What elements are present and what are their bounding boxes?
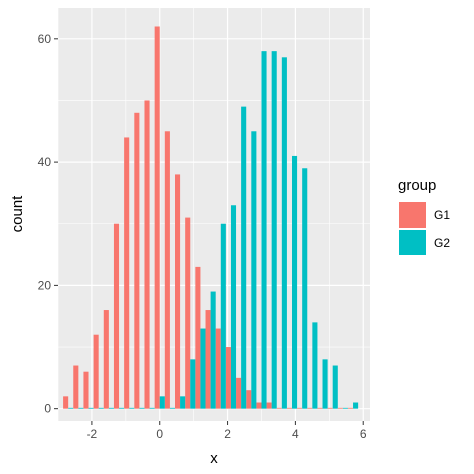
bar-g1 (317, 407, 323, 409)
legend-key-g2 (399, 230, 426, 255)
bar-g1 (225, 347, 231, 409)
bar-g1 (83, 371, 89, 409)
bar-g1 (286, 407, 292, 409)
bar-g1 (144, 100, 150, 409)
bar-g2 (332, 365, 338, 409)
bar-g1 (266, 402, 272, 409)
bar-g1 (73, 365, 79, 409)
bar-g1 (103, 310, 109, 409)
legend-label-g2: G2 (434, 236, 450, 250)
bar-g1 (164, 131, 170, 409)
x-tick-label: 2 (224, 427, 231, 441)
bar-g1 (327, 407, 333, 409)
bar-g2 (119, 407, 125, 409)
x-tick-label: 6 (360, 427, 367, 441)
bar-g2 (159, 396, 165, 409)
bar-g2 (292, 155, 298, 409)
bar-g1 (185, 217, 191, 409)
bar-g1 (124, 137, 130, 409)
bar-g2 (251, 131, 257, 409)
bar-g1 (297, 407, 303, 409)
bar-g2 (353, 402, 359, 409)
bar-g2 (230, 205, 237, 409)
bar-g2 (78, 407, 84, 409)
bar-g1 (175, 174, 181, 409)
bar-g1 (347, 407, 354, 409)
x-tick-label: -2 (87, 427, 98, 441)
bar-g1 (154, 26, 160, 409)
bar-g2 (281, 57, 287, 409)
bar-g1 (113, 223, 120, 409)
bar-g2 (98, 407, 104, 409)
bar-g2 (220, 223, 226, 409)
bar-g2 (139, 407, 145, 409)
y-tick-label: 60 (38, 32, 52, 46)
bar-g1 (246, 390, 252, 409)
bar-g2 (108, 407, 114, 409)
bar-g2 (169, 407, 175, 409)
bar-g1 (276, 407, 282, 409)
bar-g2 (322, 359, 328, 409)
bar-g1 (195, 266, 201, 409)
bar-g1 (63, 396, 69, 409)
bar-g2 (200, 328, 206, 409)
bar-g2 (342, 407, 348, 409)
bar-g2 (180, 396, 186, 409)
bar-g1 (307, 407, 313, 409)
x-axis: -2 0 2 4 6 (87, 421, 367, 441)
x-tick-label: 0 (156, 427, 163, 441)
bar-g1 (236, 377, 242, 409)
legend-title: group (398, 177, 436, 194)
legend: group G1 G2 (398, 177, 450, 255)
bar-g2 (149, 407, 155, 409)
bar-g1 (215, 328, 221, 409)
bar-g2 (68, 407, 74, 409)
bar-g2 (190, 359, 196, 409)
bar-g2 (312, 322, 318, 409)
x-axis-title: x (210, 450, 218, 467)
legend-key-g1 (399, 202, 426, 228)
bar-g2 (129, 407, 135, 409)
bar-g2 (271, 51, 277, 409)
histogram-bars (63, 26, 359, 409)
bar-g1 (134, 112, 140, 409)
bar-g1 (93, 334, 99, 409)
x-tick-label: 4 (292, 427, 299, 441)
legend-label-g1: G1 (434, 208, 450, 222)
bar-g1 (205, 310, 211, 409)
y-tick-label: 20 (38, 278, 52, 292)
y-axis: 0 20 40 60 (38, 32, 58, 416)
bar-g1 (256, 402, 262, 409)
bar-g2 (210, 291, 216, 409)
y-tick-label: 40 (38, 155, 52, 169)
bar-g2 (261, 51, 267, 409)
bar-g2 (241, 106, 247, 409)
bar-g2 (88, 407, 94, 409)
y-tick-label: 0 (44, 402, 51, 416)
bar-g1 (337, 407, 343, 409)
y-axis-title: count (9, 195, 26, 233)
bar-g2 (302, 168, 308, 409)
